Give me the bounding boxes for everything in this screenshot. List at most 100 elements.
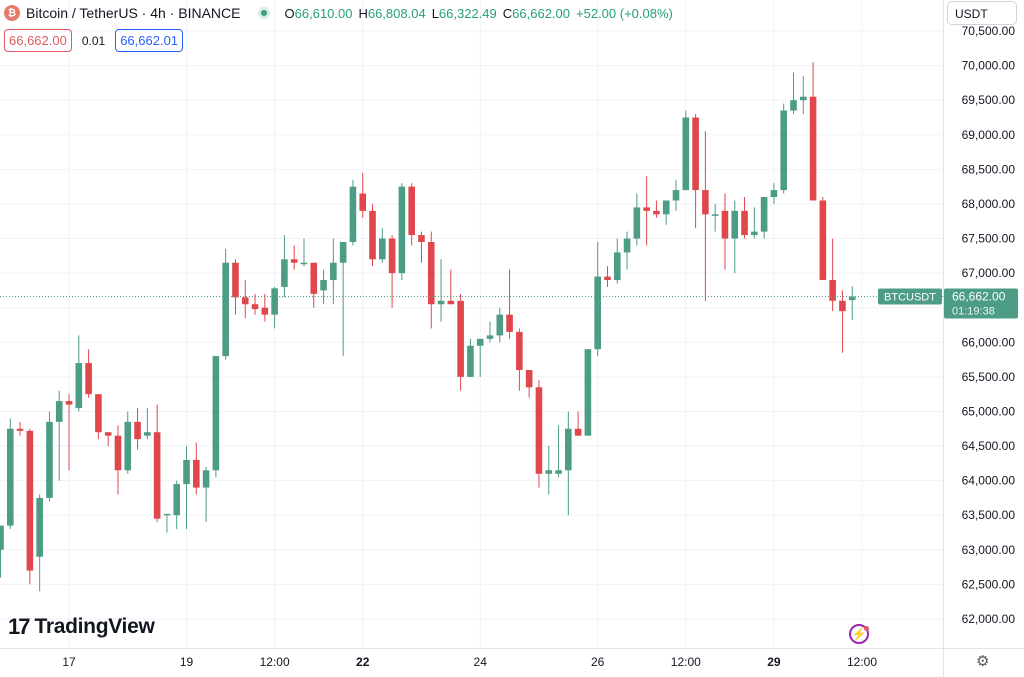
candle-body-up <box>300 262 308 265</box>
x-tick-label: 26 <box>591 655 605 669</box>
candle-body-down <box>134 421 141 440</box>
tradingview-mark-icon: 17 <box>8 614 31 639</box>
candle-body-up <box>36 497 43 557</box>
candle-body-up <box>672 190 680 201</box>
candle-body-up <box>75 363 83 409</box>
price-axis[interactable]: 62,000.00 62,500.00 63,000.00 63,500.00 64,0… <box>943 0 1016 677</box>
y-tick-label: 68,000.00 <box>962 197 1016 211</box>
candle-body-down <box>26 430 34 571</box>
candle-body-up <box>173 484 181 516</box>
candle-body-up <box>124 421 132 471</box>
candle-body-down <box>114 435 122 471</box>
candles <box>0 62 856 592</box>
buy-price-button[interactable]: 66,662.01 <box>115 29 184 52</box>
candle-body-down <box>653 210 660 215</box>
y-tick-label: 70,000.00 <box>962 59 1016 73</box>
currency-select[interactable]: USDT <box>947 1 1017 25</box>
y-tick-label: 62,000.00 <box>962 612 1016 626</box>
candle-body-down <box>261 307 269 315</box>
candle-body-down <box>388 238 396 274</box>
y-tick-label: 65,000.00 <box>962 404 1016 418</box>
candle-body-down <box>408 186 415 236</box>
x-tick-label: 24 <box>474 655 488 669</box>
lightning-icon[interactable]: ⚡ <box>849 624 869 644</box>
candle-body-down <box>643 207 650 211</box>
candle-body-up <box>379 238 386 260</box>
candle-body-up <box>662 200 670 215</box>
candle-body-up <box>770 190 778 198</box>
candle-body-up <box>330 262 337 281</box>
candle-body-up <box>848 296 856 301</box>
y-tick-label: 63,000.00 <box>962 543 1016 557</box>
candle-body-down <box>721 210 729 239</box>
candle-body-down <box>604 276 611 281</box>
candle-body-down <box>525 369 533 388</box>
candle-body-up <box>751 231 758 236</box>
y-tick-label: 64,000.00 <box>962 474 1016 488</box>
candle-body-down <box>232 262 239 298</box>
y-tick-label: 67,000.00 <box>962 266 1016 280</box>
x-tick-label: 12:00 <box>671 655 701 669</box>
y-tick-label: 69,000.00 <box>962 128 1016 142</box>
candle-body-up <box>281 259 288 287</box>
candle-body-down <box>85 363 92 395</box>
candle-body-down <box>702 190 709 215</box>
y-tick-label: 64,500.00 <box>962 439 1016 453</box>
x-tick-label: 17 <box>62 655 76 669</box>
candle-body-up <box>271 288 278 315</box>
notification-dot <box>864 626 869 631</box>
candle-body-down <box>809 96 817 201</box>
candle-body-down <box>359 193 367 211</box>
symbol-title[interactable]: Bitcoin / TetherUS · 4h · BINANCE <box>26 5 241 21</box>
brand-name: TradingView <box>34 615 155 638</box>
candle-body-down <box>153 432 161 519</box>
candle-body-down <box>310 262 318 294</box>
y-tick-label: 62,500.00 <box>962 577 1016 591</box>
candle-body-up <box>594 276 601 350</box>
market-open-icon <box>258 7 271 19</box>
candle-body-down <box>457 300 464 377</box>
candle-body-down <box>427 241 435 305</box>
time-axis[interactable]: 17 19 12:00 22 24 26 12:00 29 12:00 <box>0 648 1024 670</box>
candle-body-up <box>437 300 445 305</box>
candle-body-up <box>780 110 787 191</box>
candle-body-down <box>447 300 455 305</box>
candle-body-down <box>369 210 376 260</box>
candle-body-down <box>829 280 836 301</box>
candle-body-down <box>95 394 102 433</box>
settings-gear-icon[interactable]: ⚙ <box>976 653 990 670</box>
candle-body-up <box>202 470 210 488</box>
candle-body-up <box>623 238 631 253</box>
candle-body-up <box>476 338 484 346</box>
y-tick-label: 66,000.00 <box>962 335 1016 349</box>
high-value: 66,808.04 <box>367 5 426 21</box>
candle-body-up <box>682 117 690 191</box>
candle-body-down <box>16 428 24 431</box>
candle-body-down <box>819 200 827 281</box>
candle-body-up <box>565 428 572 471</box>
x-tick-label: 12:00 <box>260 655 290 669</box>
chart-legend: ₿ Bitcoin / TetherUS · 4h · BINANCE O 66… <box>4 3 679 23</box>
y-tick-label: 69,500.00 <box>962 93 1016 107</box>
sell-price-button[interactable]: 66,662.00 <box>4 29 72 52</box>
candle-body-up <box>711 214 719 216</box>
spread-value: 0.01 <box>81 33 106 48</box>
candle-body-down <box>251 304 259 310</box>
candle-body-up <box>339 241 347 263</box>
candle-body-down <box>104 432 112 436</box>
candle-body-down <box>418 235 425 242</box>
candle-body-up <box>760 197 768 232</box>
tradingview-logo[interactable]: 17 TradingView <box>8 614 155 640</box>
last-price-label: 66,662.00 <box>952 289 1006 303</box>
y-tick-label: 70,500.00 <box>962 24 1016 38</box>
candle-body-up <box>398 186 406 274</box>
candle-body-down <box>241 297 249 305</box>
candle-body-up <box>212 356 220 471</box>
candle-body-up <box>731 210 739 239</box>
symbol-tag-bg <box>878 288 942 305</box>
candle-body-up <box>349 186 357 242</box>
close-label: C <box>502 5 513 21</box>
candle-body-down <box>193 459 200 488</box>
candle-body-up <box>320 280 327 291</box>
